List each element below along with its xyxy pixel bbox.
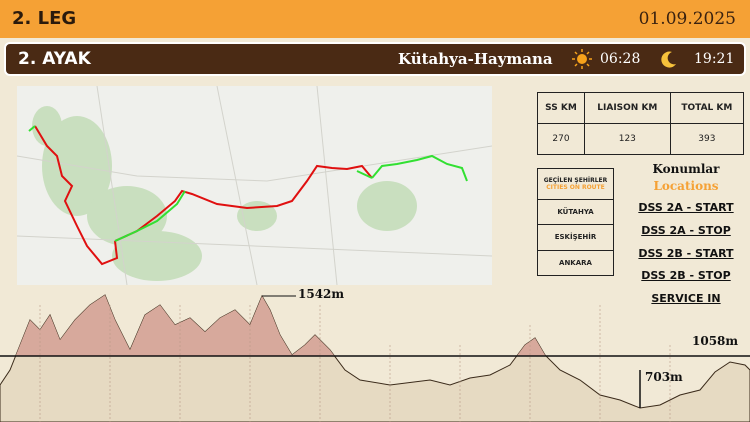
distance-table: SS KM LIAISON KM TOTAL KM 270 123 393 <box>537 92 745 155</box>
stage-title: 2. AYAK <box>18 49 91 69</box>
route-map <box>17 86 492 285</box>
route-name: Kütahya-Haymana <box>398 50 553 68</box>
table-header: TOTAL KM <box>669 92 745 124</box>
elevation-min: 703m <box>645 370 683 384</box>
stage-bar: 2. AYAK Kütahya-Haymana 06:28 19:21 <box>4 42 746 76</box>
city: ANKARA <box>537 249 614 277</box>
sunset: 19:21 <box>694 51 735 67</box>
header-bar: 2. LEG 01.09.2025 <box>0 0 750 38</box>
elevation-profile <box>0 294 750 422</box>
sun-icon <box>572 49 592 69</box>
moon-icon <box>661 51 676 68</box>
location-item: DSS 2B - STOP <box>641 269 731 282</box>
table-value: 270 <box>537 123 585 155</box>
locations-title: Konumlar <box>652 162 720 176</box>
elevation-max: 1542m <box>298 287 345 301</box>
locations-subtitle: Locations <box>653 179 719 193</box>
cities-subtitle: CITIES ON ROUTE <box>546 184 605 191</box>
date: 01.09.2025 <box>638 9 736 29</box>
city: ESKİŞEHİR <box>537 224 614 251</box>
location-item: DSS 2A - START <box>638 201 734 214</box>
city: KÜTAHYA <box>537 198 614 226</box>
location-item: SERVICE IN <box>651 292 721 305</box>
table-header: SS KM <box>537 92 585 124</box>
table-header: LIAISON KM <box>583 92 671 124</box>
leg-title: 2. LEG <box>12 8 77 29</box>
table-value: 123 <box>583 123 671 155</box>
cities-title: GEÇİLEN ŞEHİRLER <box>543 177 608 184</box>
location-item: DSS 2A - STOP <box>641 224 731 237</box>
cities-table: GEÇİLEN ŞEHİRLER CITIES ON ROUTE KÜTAHYA … <box>537 168 614 277</box>
table-value: 393 <box>669 123 745 155</box>
sunrise: 06:28 <box>600 51 641 67</box>
location-item: DSS 2B - START <box>638 247 734 260</box>
elevation-reference: 1058m <box>692 334 739 348</box>
